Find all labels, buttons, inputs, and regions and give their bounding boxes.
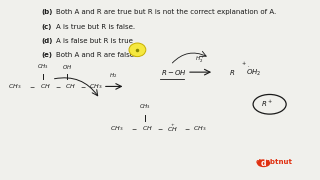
Text: $CH_3$: $CH_3$ (193, 124, 206, 133)
Text: (b): (b) (41, 9, 52, 15)
Text: $CH_3$: $CH_3$ (110, 124, 124, 133)
Text: $CH_3$: $CH_3$ (89, 82, 103, 91)
Text: doubtnut: doubtnut (255, 159, 292, 165)
Text: $-$: $-$ (184, 126, 190, 131)
Text: (d): (d) (41, 38, 52, 44)
Text: Both A and R are false.: Both A and R are false. (56, 52, 137, 58)
Text: $OH$: $OH$ (62, 63, 72, 71)
Text: A is false but R is true: A is false but R is true (56, 38, 133, 44)
Text: $-$: $-$ (157, 126, 164, 131)
Text: $-$: $-$ (80, 84, 86, 89)
Text: $\overset{.}{O}H_2$: $\overset{.}{O}H_2$ (245, 66, 261, 78)
Text: A is true but R is false.: A is true but R is false. (56, 24, 135, 30)
Text: $CH_3$: $CH_3$ (37, 62, 49, 71)
Text: $\overset{+}{CH}$: $\overset{+}{CH}$ (167, 122, 178, 134)
Text: d: d (261, 159, 266, 168)
Text: $R-OH$: $R-OH$ (162, 68, 188, 77)
Text: $R^+$: $R^+$ (261, 99, 273, 109)
Ellipse shape (129, 43, 146, 57)
Text: $H_2$: $H_2$ (109, 71, 117, 80)
Text: $CH$: $CH$ (65, 82, 76, 90)
Text: $CH$: $CH$ (40, 82, 51, 90)
Text: $CH$: $CH$ (142, 124, 153, 132)
Text: $-$: $-$ (132, 126, 138, 131)
Text: $H^+_2$: $H^+_2$ (196, 54, 205, 65)
Text: (c): (c) (41, 24, 52, 30)
Text: $R$: $R$ (229, 68, 235, 77)
Text: $CH_3$: $CH_3$ (139, 103, 151, 111)
Text: Both A and R are true but R is not the correct explanation of A.: Both A and R are true but R is not the c… (56, 9, 276, 15)
Text: (e): (e) (41, 52, 52, 58)
Circle shape (257, 159, 270, 167)
Text: $CH_3$: $CH_3$ (8, 82, 22, 91)
Text: $-$: $-$ (29, 84, 36, 89)
Text: $-$: $-$ (55, 84, 61, 89)
Text: +: + (241, 61, 245, 66)
